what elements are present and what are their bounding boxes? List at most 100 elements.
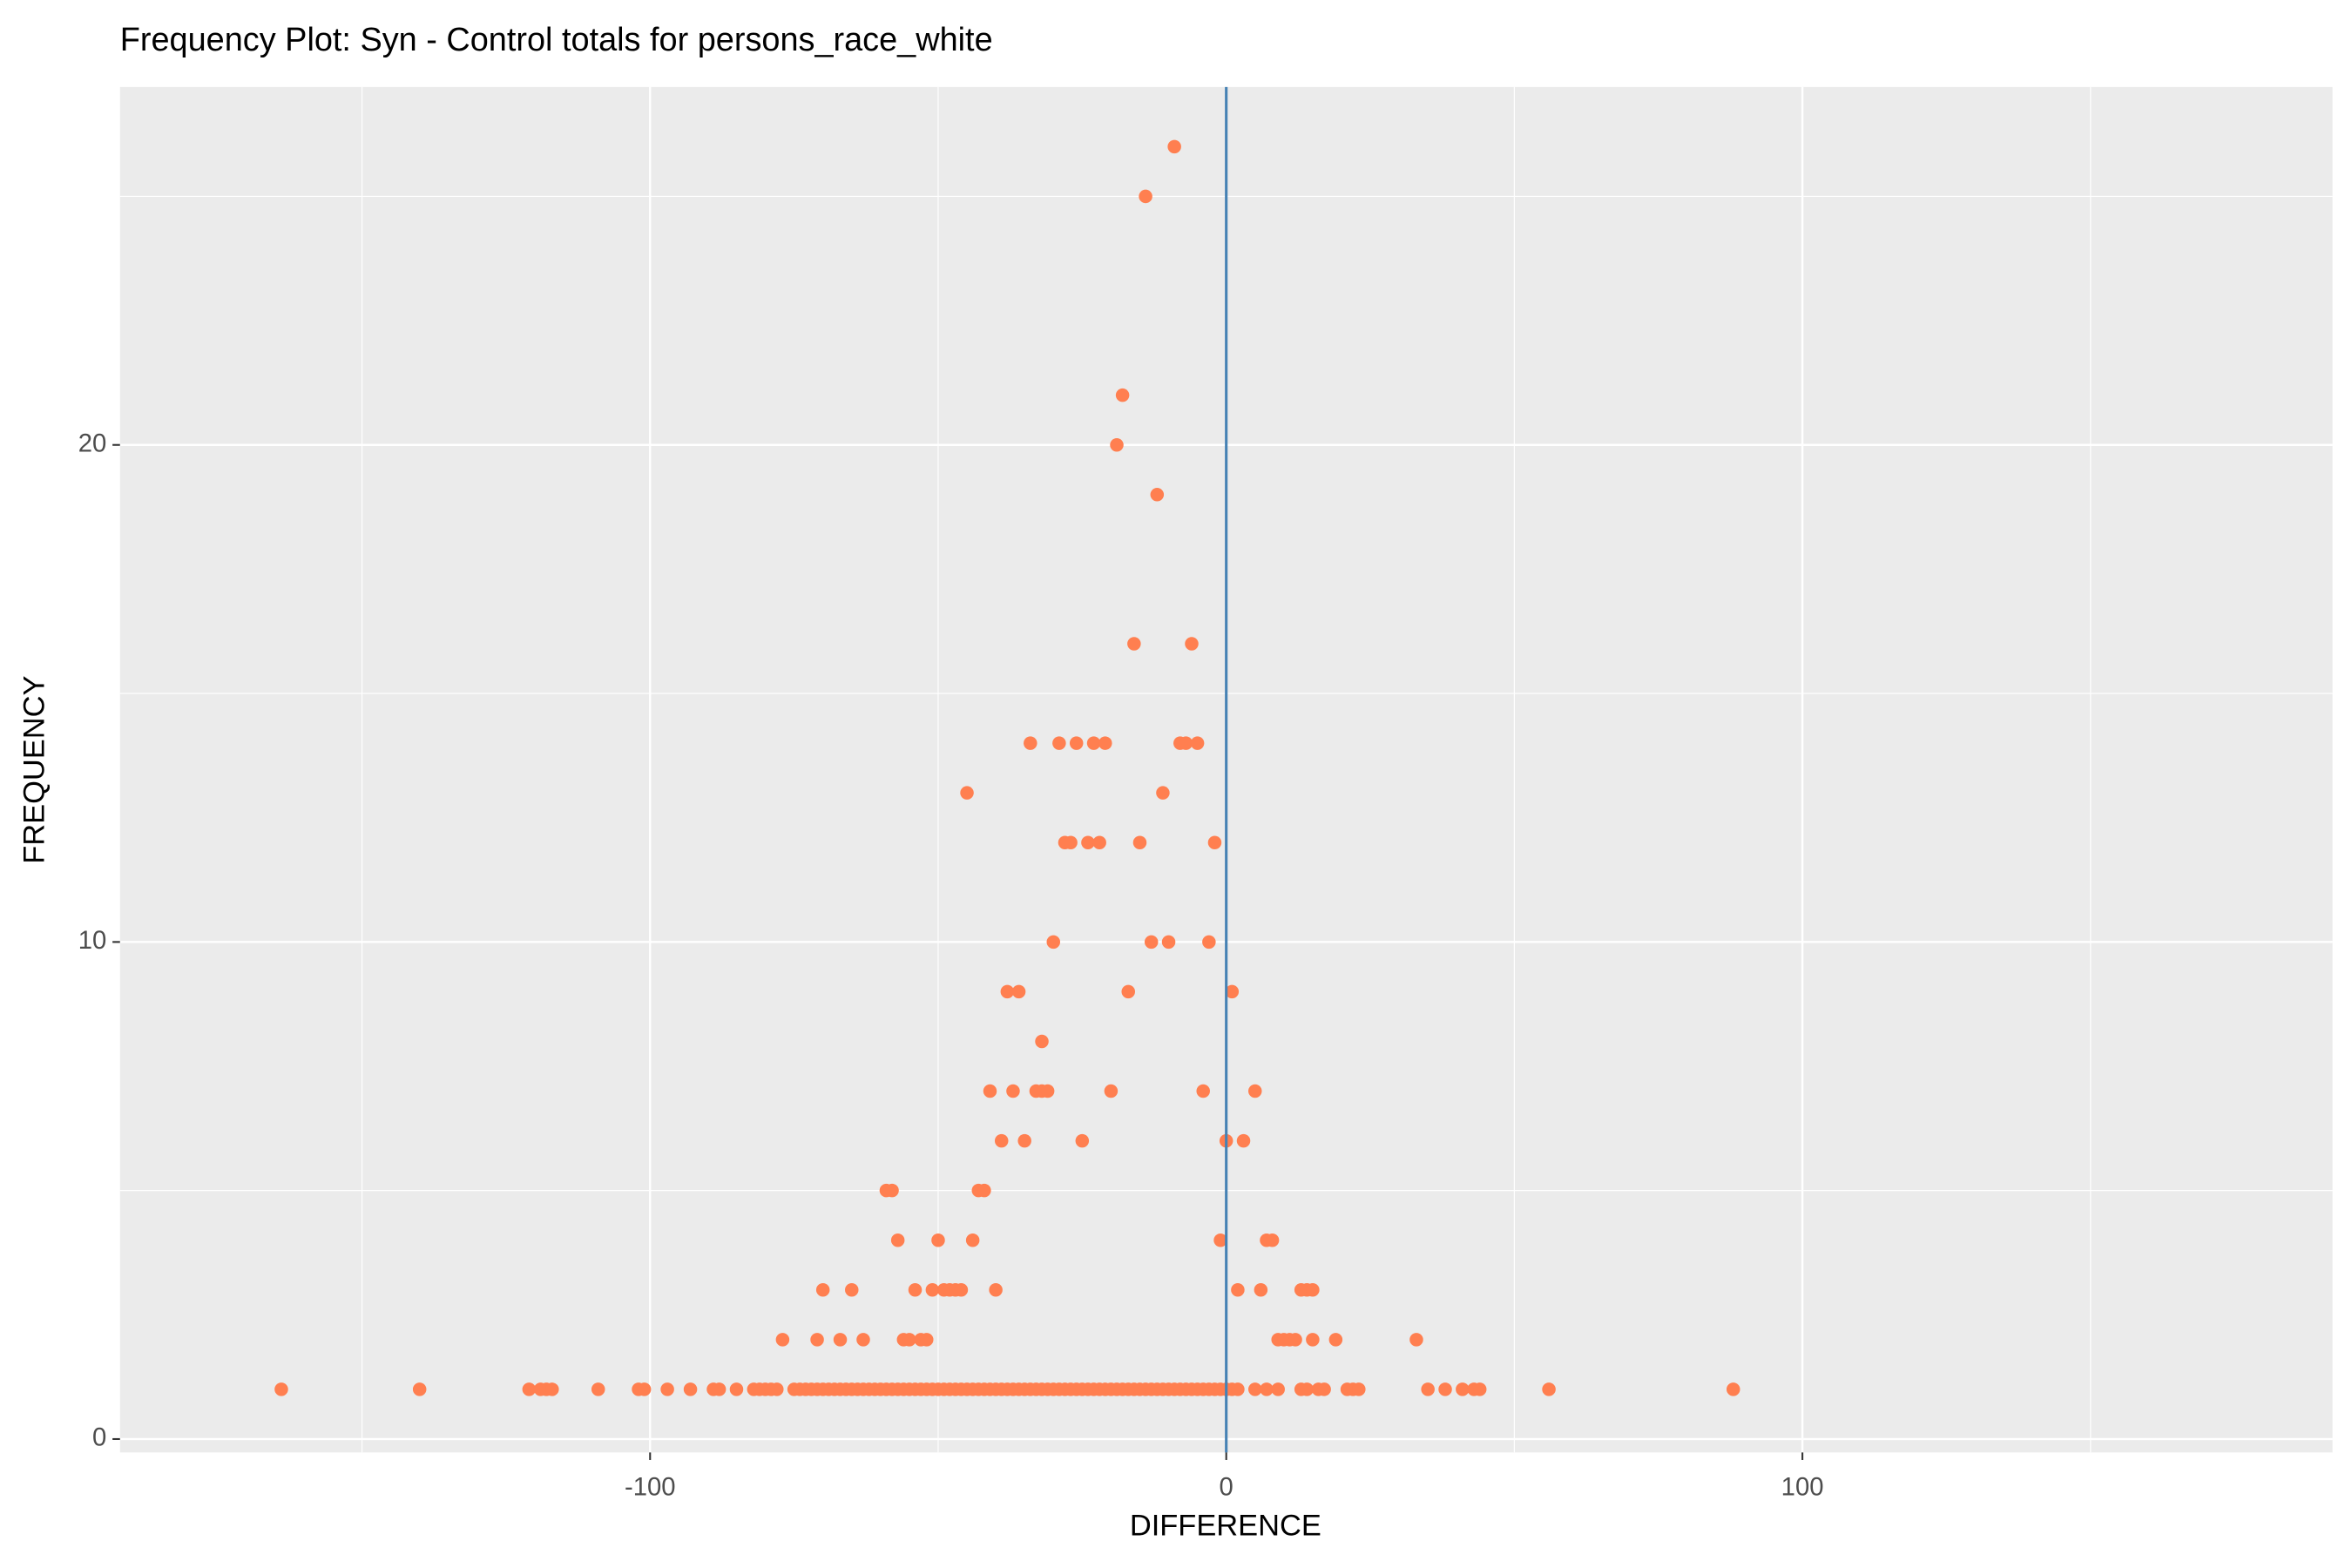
- point: [1225, 984, 1240, 999]
- point: [989, 1283, 1003, 1297]
- point: [522, 1382, 537, 1396]
- point: [1075, 1133, 1090, 1148]
- point: [683, 1382, 698, 1396]
- point: [1421, 1382, 1435, 1396]
- point: [1472, 1382, 1487, 1396]
- point: [1167, 139, 1181, 154]
- point: [902, 1333, 916, 1347]
- point: [954, 1283, 969, 1297]
- point: [919, 1333, 934, 1347]
- point: [1438, 1382, 1452, 1396]
- point: [1726, 1382, 1740, 1396]
- x-tick-label: -100: [625, 1473, 676, 1501]
- point: [1064, 835, 1078, 849]
- y-axis-title: FREQUENCY: [17, 675, 51, 863]
- point: [1069, 736, 1084, 750]
- point: [770, 1382, 784, 1396]
- point: [1248, 1084, 1262, 1098]
- point: [1110, 437, 1124, 452]
- point: [1409, 1333, 1423, 1347]
- point: [1190, 736, 1205, 750]
- point: [1006, 1084, 1020, 1098]
- point: [1306, 1333, 1320, 1347]
- point: [1024, 736, 1037, 750]
- point: [815, 1283, 830, 1297]
- point: [1265, 1233, 1280, 1247]
- point: [1046, 935, 1061, 950]
- point: [885, 1183, 899, 1198]
- point: [1086, 736, 1101, 750]
- point: [1456, 1382, 1470, 1396]
- point: [1196, 1084, 1210, 1098]
- point: [983, 1084, 997, 1098]
- y-tick-label: 20: [78, 429, 107, 457]
- point: [1248, 1382, 1262, 1396]
- y-tick-label: 10: [78, 927, 107, 955]
- point: [660, 1382, 674, 1396]
- point: [931, 1233, 945, 1247]
- point: [1098, 736, 1112, 750]
- point: [729, 1382, 744, 1396]
- point: [908, 1283, 923, 1297]
- chart-title: Frequency Plot: Syn - Control totals for…: [120, 22, 993, 58]
- point: [1328, 1333, 1343, 1347]
- point: [412, 1382, 427, 1396]
- point: [960, 786, 974, 800]
- x-tick-label: 0: [1220, 1473, 1233, 1501]
- point: [1081, 835, 1095, 849]
- point: [1121, 984, 1135, 999]
- y-tick-label: 0: [92, 1424, 106, 1452]
- point: [1260, 1382, 1274, 1396]
- point: [1231, 1382, 1245, 1396]
- point: [1115, 388, 1130, 402]
- point: [1040, 1084, 1055, 1098]
- x-tick-label: 100: [1781, 1473, 1824, 1501]
- point: [1207, 835, 1222, 849]
- point: [1352, 1382, 1366, 1396]
- point: [845, 1283, 859, 1297]
- point: [994, 1133, 1009, 1148]
- point: [977, 1183, 991, 1198]
- point: [1017, 1133, 1031, 1148]
- axes: -100 0 100 0 10 20: [78, 429, 1824, 1501]
- point: [591, 1382, 605, 1396]
- point: [1092, 835, 1106, 849]
- point: [1144, 935, 1159, 950]
- point: [1156, 786, 1170, 800]
- point: [1127, 637, 1141, 651]
- point: [1213, 1233, 1227, 1247]
- point: [1052, 736, 1066, 750]
- point: [1179, 736, 1193, 750]
- point: [1104, 1084, 1119, 1098]
- point: [1231, 1283, 1245, 1297]
- point: [833, 1333, 848, 1347]
- point: [1288, 1333, 1302, 1347]
- point: [1202, 935, 1216, 950]
- point: [810, 1333, 824, 1347]
- point: [1150, 488, 1165, 502]
- point: [1300, 1382, 1315, 1396]
- point: [1306, 1283, 1320, 1297]
- point: [1000, 984, 1015, 999]
- point: [856, 1333, 870, 1347]
- point: [1236, 1133, 1251, 1148]
- point: [890, 1233, 905, 1247]
- point: [1185, 637, 1199, 651]
- point: [1011, 984, 1026, 999]
- point: [925, 1283, 940, 1297]
- point: [1132, 835, 1147, 849]
- point: [274, 1382, 288, 1396]
- point: [1035, 1034, 1049, 1049]
- point: [775, 1333, 790, 1347]
- point: [545, 1382, 559, 1396]
- point: [1139, 189, 1152, 204]
- point: [1317, 1382, 1331, 1396]
- marks: [274, 86, 1740, 1453]
- point: [965, 1233, 980, 1247]
- point: [1271, 1382, 1285, 1396]
- point: [637, 1382, 652, 1396]
- point: [712, 1382, 727, 1396]
- point: [1542, 1382, 1556, 1396]
